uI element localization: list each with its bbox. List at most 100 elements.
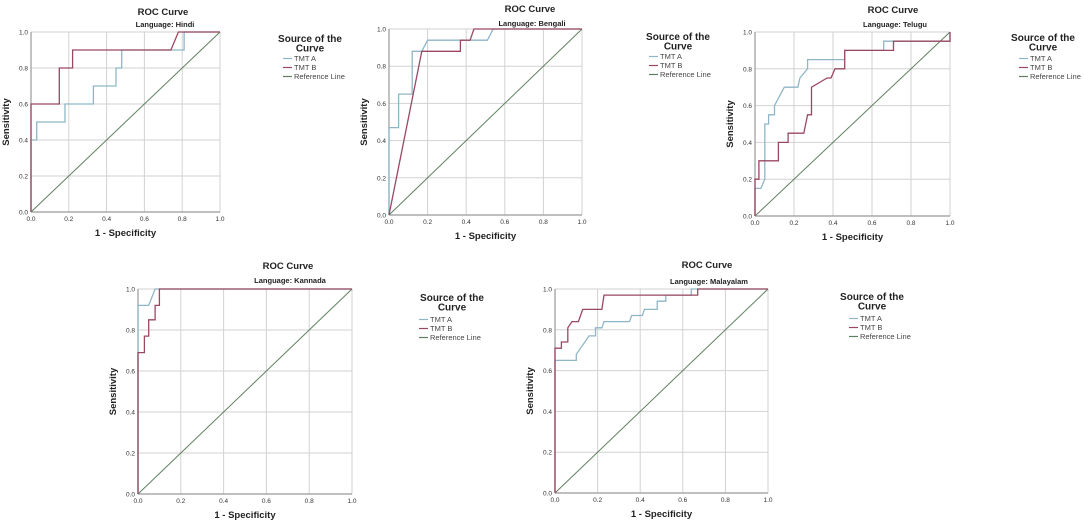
series-line-tmt-a: [554, 288, 768, 493]
x-tick-label: 0.4: [102, 216, 111, 223]
x-tick-label: 1.0: [763, 497, 772, 504]
x-tick-label: 0.4: [828, 220, 837, 227]
x-tick-label: 0.8: [721, 497, 730, 504]
x-tick-label: 0.8: [305, 498, 314, 505]
y-tick-label: 0.6: [19, 102, 28, 109]
x-tick-label: 0.0: [384, 219, 393, 226]
y-tick-label: 0.2: [19, 174, 28, 181]
series-line-reference-line: [30, 31, 221, 213]
y-tick-label: 1.0: [126, 287, 135, 294]
y-tick-label: 1.0: [19, 30, 28, 37]
chart-subtitle: Language: Kannada: [254, 276, 327, 285]
chart-title: ROC Curve: [868, 5, 919, 16]
series-line-tmt-b: [554, 288, 768, 493]
legend-item-label: TMT A: [660, 52, 682, 61]
y-tick-label: 0.2: [377, 175, 386, 182]
chart-title: ROC Curve: [505, 4, 556, 15]
y-tick-label: 0.0: [743, 214, 752, 221]
y-tick-label: 0.0: [377, 213, 386, 220]
y-axis-label: Sensitivity: [725, 100, 736, 148]
x-tick-label: 0.2: [176, 498, 185, 505]
y-tick-label: 0.0: [126, 492, 135, 499]
x-tick-label: 0.0: [133, 498, 142, 505]
series-line-reference-line: [554, 288, 769, 494]
legend-title: Source of the Curve: [1011, 33, 1075, 54]
legend-item-label: TMT A: [860, 314, 882, 323]
legend-title: Source of the Curve: [840, 292, 904, 313]
x-axis-label: 1 - Specificity: [631, 509, 693, 520]
series-line-reference-line: [754, 31, 951, 217]
x-tick-label: 0.8: [539, 219, 548, 226]
legend-title-line: Curve: [858, 302, 887, 313]
legend-item-label: TMT B: [1030, 63, 1052, 72]
x-tick-label: 0.4: [462, 219, 471, 226]
x-tick-label: 0.8: [906, 220, 915, 227]
y-tick-label: 0.4: [543, 409, 552, 416]
y-tick-label: 0.6: [126, 369, 135, 376]
x-tick-label: 0.2: [64, 216, 73, 223]
y-tick-label: 0.4: [126, 410, 135, 417]
chart-subtitle: Language: Telugu: [863, 20, 927, 29]
y-tick-label: 0.6: [377, 101, 386, 108]
legend-title-line: Source of the: [278, 34, 342, 45]
legend-title-line: Curve: [1029, 43, 1058, 54]
x-axis-label: 1 - Specificity: [455, 231, 517, 242]
legend-item-label: TMT A: [430, 315, 452, 324]
y-tick-label: 0.4: [743, 140, 752, 147]
roc-chart-telugu: 0.0 0.2 0.4 0.6 0.8 1.0 0.0 0.2 0.4 0.6 0.8 1.0 ROC …: [725, 5, 1081, 243]
y-tick-label: 0.4: [19, 138, 28, 145]
y-axis-label: Sensitivity: [108, 367, 119, 415]
series-line-tmt-b: [30, 31, 220, 212]
x-tick-label: 0.2: [789, 220, 798, 227]
y-tick-label: 0.8: [126, 328, 135, 335]
roc-chart-bengali: 0.0 0.2 0.4 0.6 0.8 1.0 0.0 0.2 0.4 0.6 0.8 1.0 ROC …: [359, 4, 711, 242]
y-tick-label: 0.6: [743, 103, 752, 110]
series-line-reference-line: [137, 288, 353, 495]
series-line-tmt-a: [388, 28, 582, 215]
x-axis-label: 1 - Specificity: [95, 228, 157, 239]
legend-item-label: Reference Line: [430, 333, 481, 342]
roc-chart-hindi: 0.0 0.2 0.4 0.6 0.8 1.0 0.0 0.2 0.4 0.6 0.8 1.0 ROC …: [1, 7, 345, 239]
legend-title-line: Curve: [296, 44, 325, 55]
legend-item-label: TMT B: [860, 323, 882, 332]
legend-item-label: Reference Line: [1030, 72, 1081, 81]
series-line-tmt-b: [754, 32, 951, 216]
legend-item-label: TMT A: [1030, 54, 1052, 63]
y-tick-label: 0.8: [543, 327, 552, 334]
x-tick-label: 0.6: [262, 498, 271, 505]
legend-title: Source of the Curve: [278, 34, 342, 55]
series-line-tmt-b: [388, 28, 582, 216]
chart-subtitle: Language: Malayalam: [670, 277, 748, 286]
x-axis-label: 1 - Specificity: [214, 510, 276, 521]
chart-title: ROC Curve: [682, 260, 733, 271]
legend-item-label: Reference Line: [660, 70, 711, 79]
y-tick-label: 1.0: [743, 30, 752, 37]
y-tick-label: 0.2: [126, 451, 135, 458]
x-tick-label: 1.0: [577, 219, 586, 226]
series-line-reference-line: [388, 28, 583, 216]
x-tick-label: 0.8: [178, 216, 187, 223]
legend-title-line: Curve: [438, 303, 467, 314]
y-axis-label: Sensitivity: [1, 98, 12, 146]
legend-item-label: TMT B: [430, 324, 452, 333]
legend-title-line: Curve: [664, 42, 693, 53]
legend-item-label: TMT A: [294, 54, 316, 63]
x-tick-label: 0.4: [636, 497, 645, 504]
x-tick-label: 0.6: [500, 219, 509, 226]
roc-chart-malayalam: 0.0 0.2 0.4 0.6 0.8 1.0 0.0 0.2 0.4 0.6 0.8 1.0 ROC …: [525, 260, 911, 520]
y-tick-label: 0.2: [543, 450, 552, 457]
y-tick-label: 0.8: [743, 66, 752, 73]
y-axis-label: Sensitivity: [359, 98, 370, 146]
x-tick-label: 0.0: [550, 497, 559, 504]
legend-title-line: Source of the: [1011, 33, 1075, 44]
series-line-tmt-b: [137, 288, 352, 494]
legend-title-line: Source of the: [840, 292, 904, 303]
legend-title-line: Source of the: [420, 293, 484, 304]
y-tick-label: 1.0: [377, 27, 386, 34]
x-tick-label: 0.6: [140, 216, 149, 223]
